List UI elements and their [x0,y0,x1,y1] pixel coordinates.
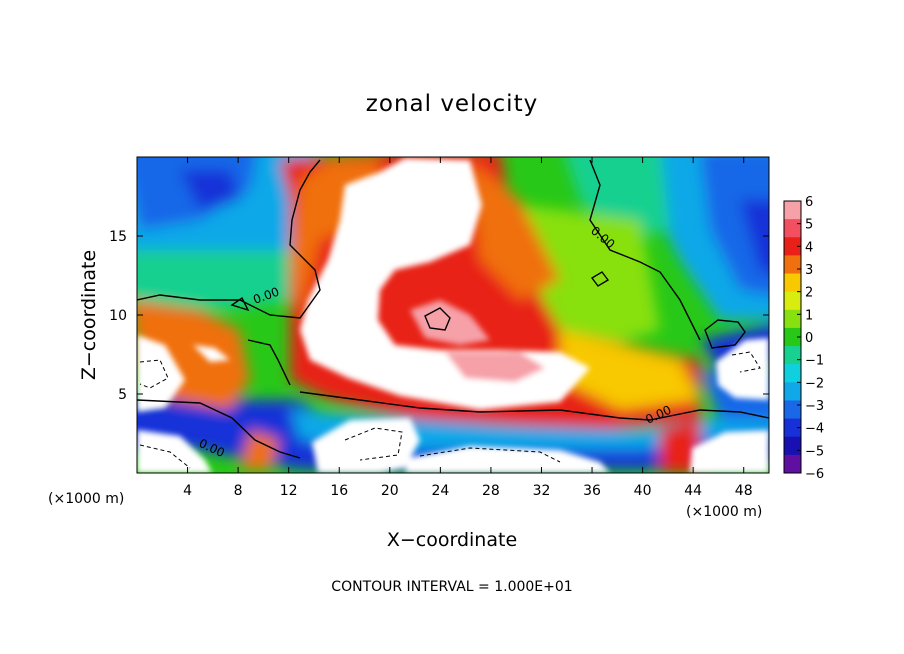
colorbar-swatch [784,436,801,456]
colorbar-swatch [784,346,801,365]
x-tick-label: 40 [634,483,652,499]
colorbar-swatch [784,273,801,293]
y-tick-label: 10 [109,308,127,324]
x-tick-label: 8 [234,483,243,499]
x-tick-label: 4 [183,483,192,499]
colorbar-swatch [784,400,801,420]
contour-lines [137,159,769,459]
x-tick-label: 12 [280,483,298,499]
colorbar-swatch [784,364,801,383]
x-axis-label: X−coordinate [387,529,517,551]
colorbar-tick-label: −5 [805,444,824,459]
x-tick-label: 16 [330,483,348,499]
x-axis-ticks: 4 8 12 16 20 24 28 32 36 40 44 48 [183,157,753,499]
colorbar-tick-label: 3 [805,263,813,278]
chart-title: zonal velocity [366,91,538,117]
colorbar-tick-label: 0 [805,331,813,346]
x-unit-label: (×1000 m) [48,491,124,507]
x-tick-label: 20 [381,483,399,499]
x-tick-label: 36 [583,483,601,499]
colorbar-tick-label: −6 [805,467,824,482]
colorbar-tick-label: 1 [805,308,813,323]
x-tick-label: 24 [431,483,449,499]
negative-contours [139,351,761,469]
colorbar-swatch [784,309,801,329]
x-tick-label: 32 [533,483,551,499]
colorbar-swatch [784,201,801,220]
colorbar-tick-label: −1 [805,354,824,369]
colorbar-tick-label: 5 [805,218,813,233]
colorbar-swatch [784,219,801,238]
y-tick-label: 15 [109,229,127,245]
colorbar-tick-label: 6 [805,195,813,210]
y-tick-label: 5 [118,387,127,403]
colorbar-tick-label: 2 [805,286,813,301]
colorbar-tick-label: −4 [805,422,824,437]
contour-interval-text: CONTOUR INTERVAL = 1.000E+01 [331,579,572,595]
colorbar-swatch [784,382,801,401]
colorbar-swatch [784,291,801,311]
y-axis-label: Z−coordinate [78,250,100,380]
x-tick-label: 28 [482,483,500,499]
colorbar-swatch [784,454,801,474]
colorbar-tick-label: −3 [805,399,824,414]
colorbar-tick-label: 4 [805,240,813,255]
colorbar: 6 5 4 3 2 1 0 −1 −2 −3 −4 −5 −6 [783,195,824,482]
x-tick-label: 48 [735,483,753,499]
y-axis-ticks: 5 10 15 [109,229,769,403]
colorbar-swatch [784,327,801,347]
colorbar-tick-label: −2 [805,376,824,391]
x-tick-label: 44 [684,483,702,499]
x-unit-label-right: (×1000 m) [686,504,762,520]
colorbar-swatch [784,237,801,256]
colorbar-swatch [784,418,801,438]
colorbar-swatch [784,255,801,275]
heatmap-field [137,157,769,473]
